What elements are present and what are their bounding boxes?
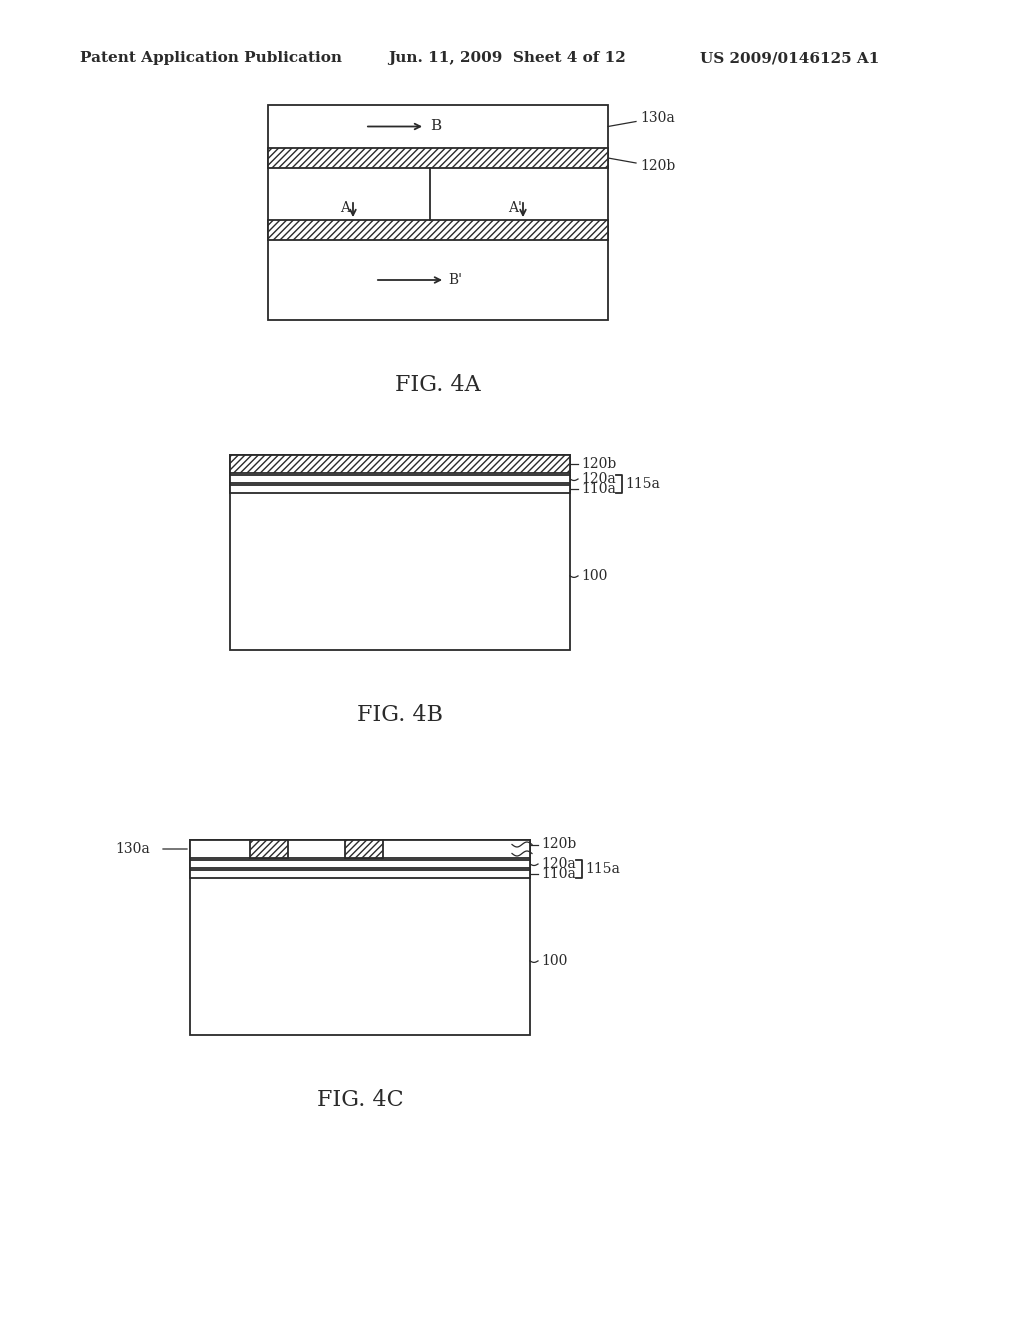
Bar (190, 870, 530, 878)
Text: 115a: 115a (585, 862, 620, 876)
Text: 120b: 120b (640, 158, 675, 173)
Bar (230, 455, 570, 649)
Text: US 2009/0146125 A1: US 2009/0146125 A1 (700, 51, 880, 65)
Text: Jun. 11, 2009  Sheet 4 of 12: Jun. 11, 2009 Sheet 4 of 12 (388, 51, 626, 65)
Bar (230, 455, 570, 473)
Bar (230, 484, 570, 492)
Bar (230, 475, 570, 483)
Text: 100: 100 (581, 569, 607, 583)
Bar (268, 148, 608, 168)
Text: FIG. 4A: FIG. 4A (395, 374, 481, 396)
Text: Patent Application Publication: Patent Application Publication (80, 51, 342, 65)
Text: 120b: 120b (581, 457, 616, 471)
Text: 120a: 120a (541, 857, 575, 871)
Bar (190, 840, 530, 858)
Text: 110a: 110a (581, 482, 615, 496)
Bar (190, 861, 530, 869)
Text: 120b: 120b (541, 837, 577, 851)
Bar (268, 106, 608, 319)
Text: B': B' (449, 273, 462, 286)
Text: FIG. 4B: FIG. 4B (357, 704, 443, 726)
Bar (250, 840, 288, 858)
Text: 120a: 120a (581, 473, 615, 486)
Text: A: A (340, 201, 350, 215)
Bar (190, 840, 530, 1035)
Text: B: B (430, 120, 441, 133)
Bar (268, 220, 608, 240)
Text: A': A' (508, 201, 522, 215)
Text: FIG. 4C: FIG. 4C (316, 1089, 403, 1111)
Text: 110a: 110a (541, 867, 575, 880)
Text: 115a: 115a (625, 477, 659, 491)
Text: 100: 100 (541, 954, 567, 968)
Text: 130a: 130a (640, 111, 675, 125)
Text: 130a: 130a (115, 842, 150, 855)
Bar (345, 840, 383, 858)
